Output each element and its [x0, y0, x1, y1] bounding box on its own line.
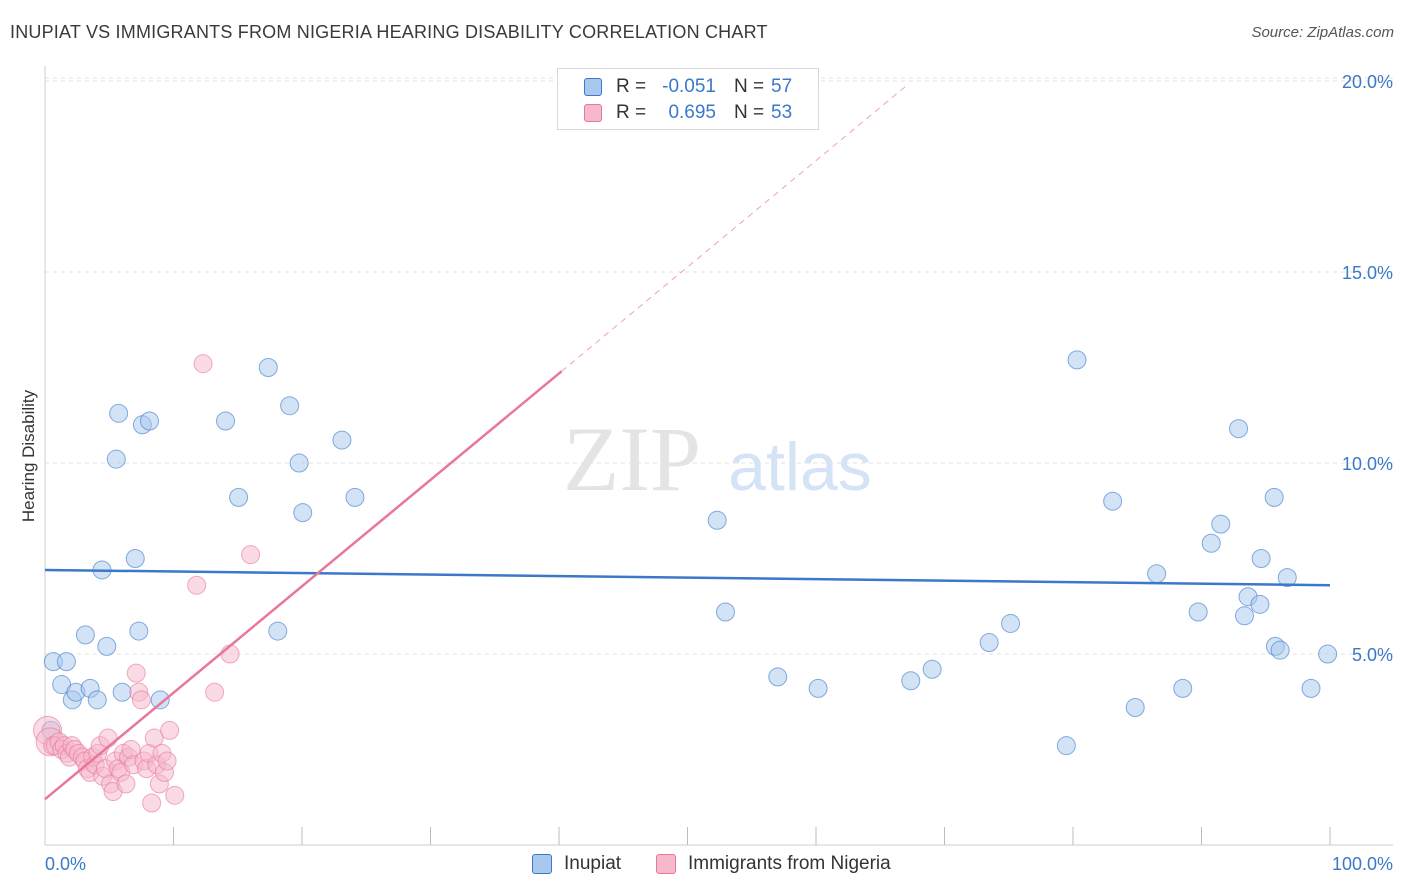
inupiat-point: [1188, 602, 1208, 622]
nigeria-point: [144, 728, 164, 748]
data-points: [33, 94, 1338, 813]
inupiat-point: [1201, 533, 1221, 553]
inupiat-point: [1147, 564, 1167, 584]
inupiat-point: [1125, 697, 1145, 717]
inupiat-point: [1001, 613, 1021, 633]
inupiat-point: [87, 690, 107, 710]
inupiat-point: [280, 396, 300, 416]
nigeria-point: [142, 793, 162, 813]
y-tick-label: 10.0%: [1342, 454, 1393, 474]
inupiat-point: [922, 659, 942, 679]
inupiat-point: [345, 487, 365, 507]
inupiat-point: [229, 487, 249, 507]
y-axis-label: Hearing Disability: [19, 389, 38, 522]
nigeria-point: [126, 663, 146, 683]
gridlines: [45, 77, 1393, 655]
series-inupiat-points: [41, 94, 1338, 756]
nigeria-point: [205, 682, 225, 702]
nigeria-point: [160, 720, 180, 740]
nigeria-legend-swatch: [656, 854, 676, 874]
inupiat-n-value: 57: [771, 76, 793, 97]
watermark-atlas: atlas: [728, 429, 872, 505]
nigeria-swatch: [584, 104, 602, 122]
chart-title: INUPIAT VS IMMIGRANTS FROM NIGERIA HEARI…: [10, 22, 768, 42]
nigeria-n-label: N =: [734, 102, 765, 123]
y-tick-label: 5.0%: [1352, 645, 1393, 665]
inupiat-legend-swatch: [532, 854, 552, 874]
nigeria-point: [116, 774, 136, 794]
inupiat-point: [112, 682, 132, 702]
tick-labels: 5.0% 10.0% 15.0% 20.0% 0.0% 100.0%: [45, 72, 1393, 874]
inupiat-trend-line: [44, 568, 1331, 587]
watermark: ZIP atlas: [563, 408, 872, 510]
inupiat-r-value: -0.051: [662, 76, 716, 97]
nigeria-trend-line: [44, 370, 563, 801]
nigeria-point: [220, 644, 240, 664]
inupiat-point: [268, 621, 288, 641]
stats-legend: R = -0.051 N = 57 R = 0.695 N = 53: [557, 68, 819, 130]
y-tick-label: 20.0%: [1342, 72, 1393, 92]
inupiat-r-label: R =: [616, 76, 647, 97]
axes: [44, 66, 1393, 846]
nigeria-point: [187, 575, 207, 595]
inupiat-point: [1234, 606, 1254, 626]
inupiat-point: [293, 503, 313, 523]
nigeria-n-value: 53: [771, 102, 793, 123]
inupiat-point: [56, 652, 76, 672]
watermark-zip: ZIP: [563, 408, 701, 510]
inupiat-point: [150, 690, 170, 710]
inupiat-point: [75, 625, 95, 645]
inupiat-point: [1211, 514, 1231, 534]
series-nigeria-points: [33, 354, 261, 813]
chart-source: Source: ZipAtlas.com: [1251, 24, 1394, 41]
inupiat-n-label: N =: [734, 76, 765, 97]
inupiat-point: [1173, 678, 1193, 698]
inupiat-point: [258, 358, 278, 377]
y-tick-label: 15.0%: [1342, 263, 1393, 283]
nigeria-point: [157, 751, 177, 771]
nigeria-r-value: 0.695: [668, 102, 716, 123]
inupiat-point: [129, 621, 149, 641]
inupiat-point: [97, 636, 117, 656]
nigeria-trend-extension: [561, 85, 907, 372]
inupiat-legend-label: Inupiat: [564, 853, 622, 874]
inupiat-point: [1056, 736, 1076, 756]
nigeria-point: [193, 354, 213, 374]
inupiat-point: [1318, 644, 1338, 664]
inupiat-point: [979, 633, 999, 653]
inupiat-point: [1067, 350, 1087, 370]
inupiat-point: [109, 403, 129, 423]
inupiat-point: [140, 411, 160, 431]
inupiat-point: [332, 430, 352, 450]
nigeria-point: [131, 690, 151, 710]
nigeria-point: [241, 545, 261, 565]
inupiat-point: [808, 678, 828, 698]
inupiat-point: [1301, 678, 1321, 698]
inupiat-point: [707, 510, 727, 530]
inupiat-point: [125, 549, 145, 568]
inupiat-point: [716, 602, 736, 622]
inupiat-swatch: [584, 78, 602, 96]
inupiat-point: [1277, 568, 1297, 588]
inupiat-point: [1251, 549, 1271, 568]
inupiat-point: [106, 449, 126, 469]
nigeria-r-label: R =: [616, 102, 647, 123]
nigeria-point: [98, 728, 118, 748]
x-tick-label-max: 100.0%: [1332, 854, 1393, 874]
nigeria-legend-label: Immigrants from Nigeria: [688, 853, 891, 874]
inupiat-point: [289, 453, 309, 473]
inupiat-point: [1103, 491, 1123, 511]
inupiat-point: [1250, 594, 1270, 614]
inupiat-point: [216, 411, 236, 431]
inupiat-point: [768, 667, 788, 687]
inupiat-point: [901, 671, 921, 691]
inupiat-point: [1270, 640, 1290, 660]
nigeria-point: [165, 785, 185, 805]
inupiat-point: [1264, 487, 1284, 507]
x-tick-label-min: 0.0%: [45, 854, 86, 874]
trend-lines: [44, 85, 1331, 801]
inupiat-point: [1229, 419, 1249, 439]
